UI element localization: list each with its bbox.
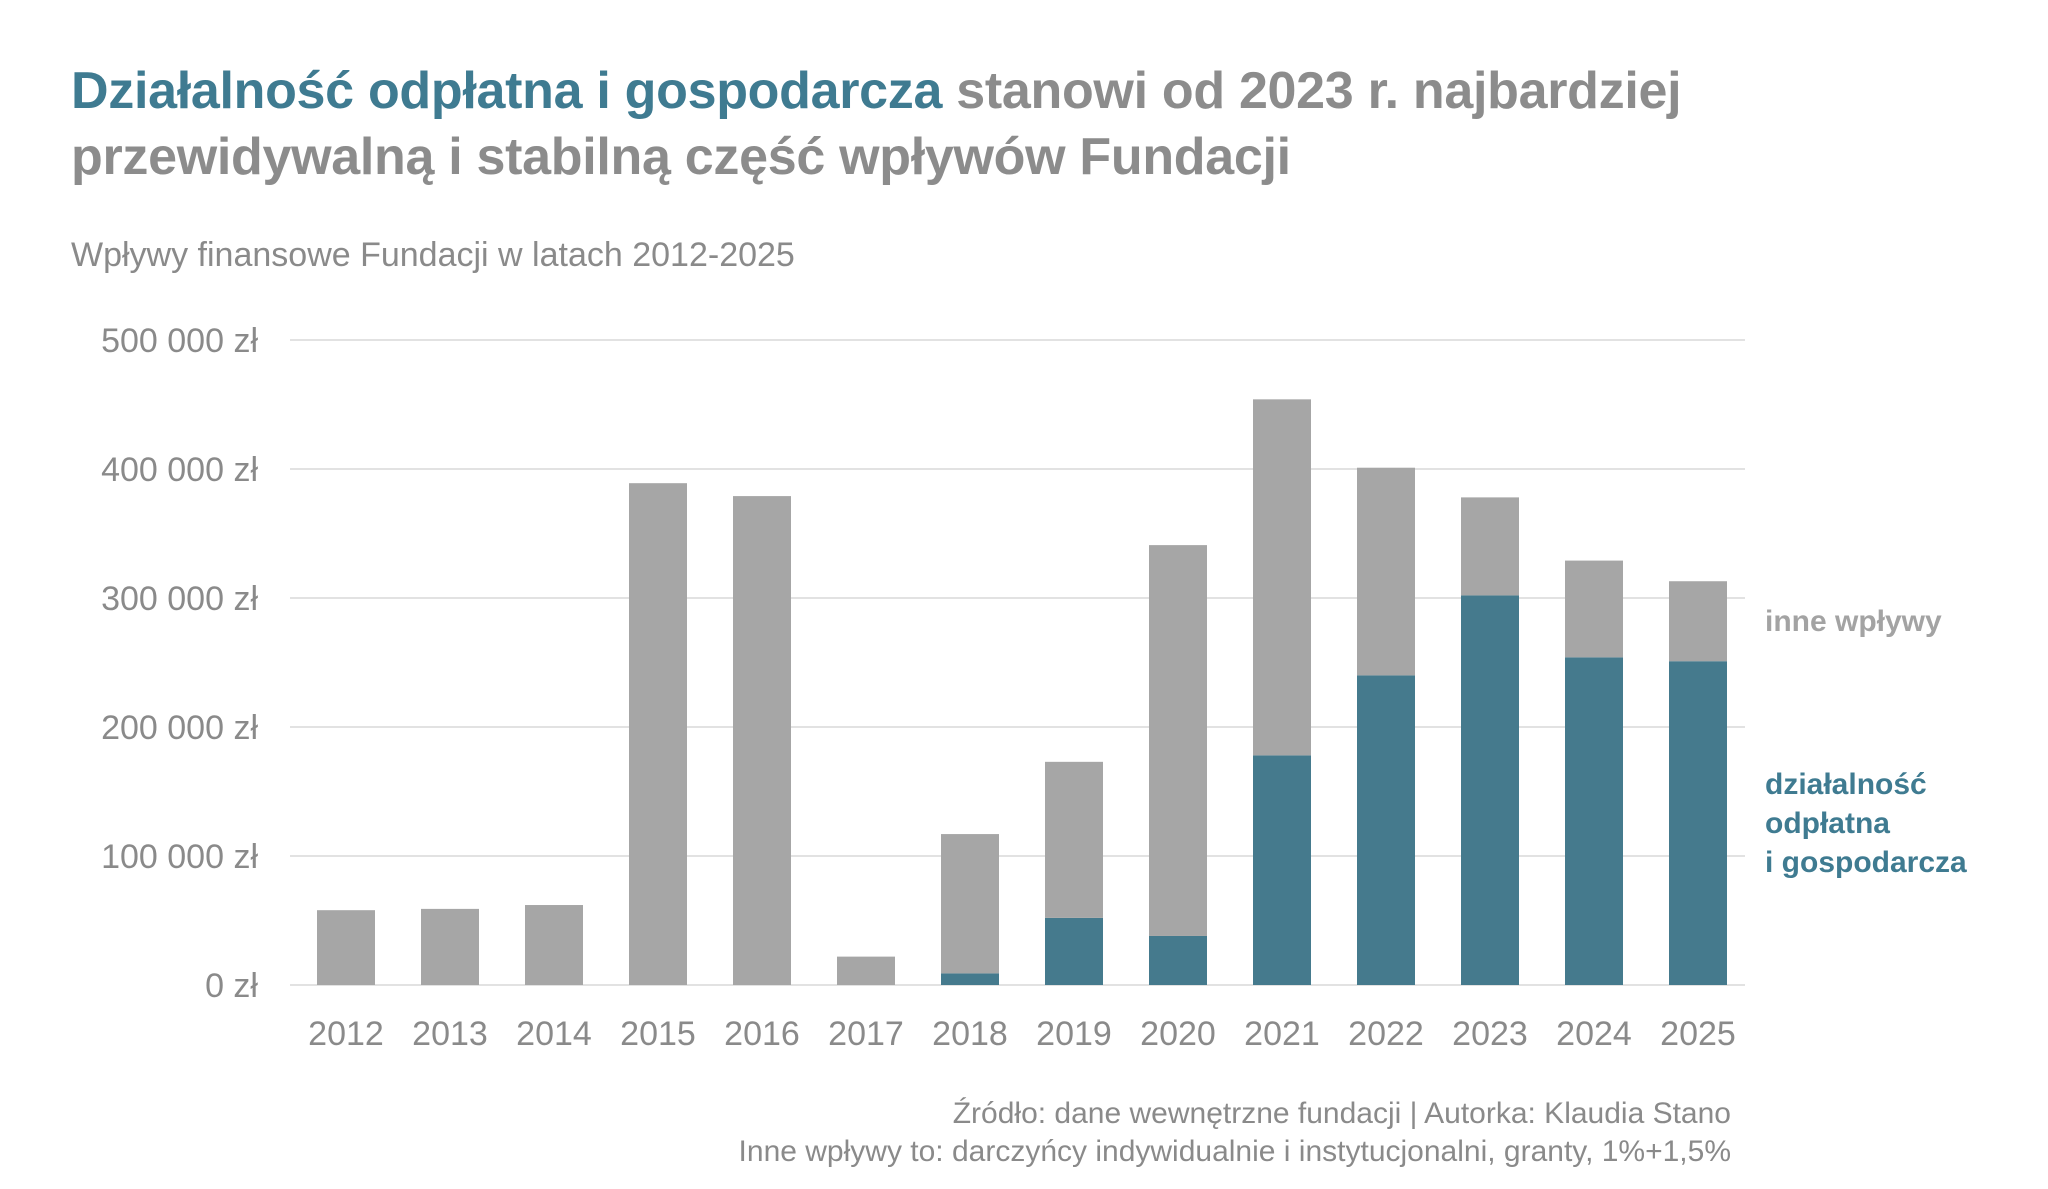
- legend-paid-activity: działalność odpłatna i gospodarcza: [1765, 768, 1967, 879]
- y-tick-label: 200 000 zł: [101, 709, 258, 747]
- x-tick-label: 2025: [1660, 1015, 1736, 1053]
- bar-other-income: [1461, 497, 1519, 596]
- bar-other-income: [1253, 399, 1311, 756]
- income-definition-note: Inne wpływy to: darczyńcy indywidualnie …: [738, 1135, 1731, 1168]
- x-tick-label: 2023: [1452, 1015, 1528, 1053]
- x-tick-label: 2016: [724, 1015, 800, 1053]
- x-tick-label: 2022: [1348, 1015, 1424, 1053]
- chart-title: Działalność odpłatna i gospodarcza stano…: [71, 58, 1871, 190]
- y-tick-label: 100 000 zł: [101, 838, 258, 876]
- x-tick-label: 2012: [308, 1015, 384, 1053]
- chart-title-highlight: Działalność odpłatna i gospodarcza: [71, 62, 943, 120]
- bar-other-income: [1669, 581, 1727, 662]
- bar-paid-activity: [1357, 675, 1415, 985]
- bar-paid-activity: [1253, 755, 1311, 985]
- x-tick-label: 2013: [412, 1015, 488, 1053]
- y-tick-label: 300 000 zł: [101, 580, 258, 618]
- bar-other-income: [733, 496, 791, 985]
- bar-other-income: [1149, 545, 1207, 936]
- bar-other-income: [1045, 761, 1103, 918]
- bar-other-income: [525, 905, 583, 985]
- bar-other-income: [421, 908, 479, 985]
- x-tick-label: 2020: [1140, 1015, 1216, 1053]
- bar-other-income: [837, 956, 895, 985]
- x-tick-label: 2017: [828, 1015, 904, 1053]
- bar-other-income: [317, 910, 375, 985]
- bar-paid-activity: [1565, 657, 1623, 985]
- bar-other-income: [629, 483, 687, 985]
- x-tick-label: 2014: [516, 1015, 592, 1053]
- bar-paid-activity: [941, 973, 999, 985]
- bar-other-income: [1357, 467, 1415, 676]
- y-tick-label: 400 000 zł: [101, 451, 258, 489]
- chart-title-rest: stanowi od 2023 r. najbardziej przewidyw…: [71, 62, 1682, 186]
- legend-other-income: inne wpływy: [1765, 605, 1942, 638]
- y-tick-label: 0 zł: [205, 967, 258, 1005]
- source-note: Źródło: dane wewnętrzne fundacji | Autor…: [952, 1097, 1731, 1130]
- x-tick-label: 2019: [1036, 1015, 1112, 1053]
- x-tick-label: 2024: [1556, 1015, 1632, 1053]
- chart-subtitle: Wpływy finansowe Fundacji w latach 2012-…: [71, 236, 795, 274]
- x-tick-label: 2021: [1244, 1015, 1320, 1053]
- x-tick-label: 2015: [620, 1015, 696, 1053]
- bar-paid-activity: [1669, 661, 1727, 985]
- bar-paid-activity: [1045, 917, 1103, 985]
- bar-paid-activity: [1149, 935, 1207, 985]
- bar-other-income: [1565, 560, 1623, 658]
- y-tick-label: 500 000 zł: [101, 322, 258, 360]
- bar-other-income: [941, 834, 999, 974]
- x-tick-label: 2018: [932, 1015, 1008, 1053]
- bar-paid-activity: [1461, 595, 1519, 985]
